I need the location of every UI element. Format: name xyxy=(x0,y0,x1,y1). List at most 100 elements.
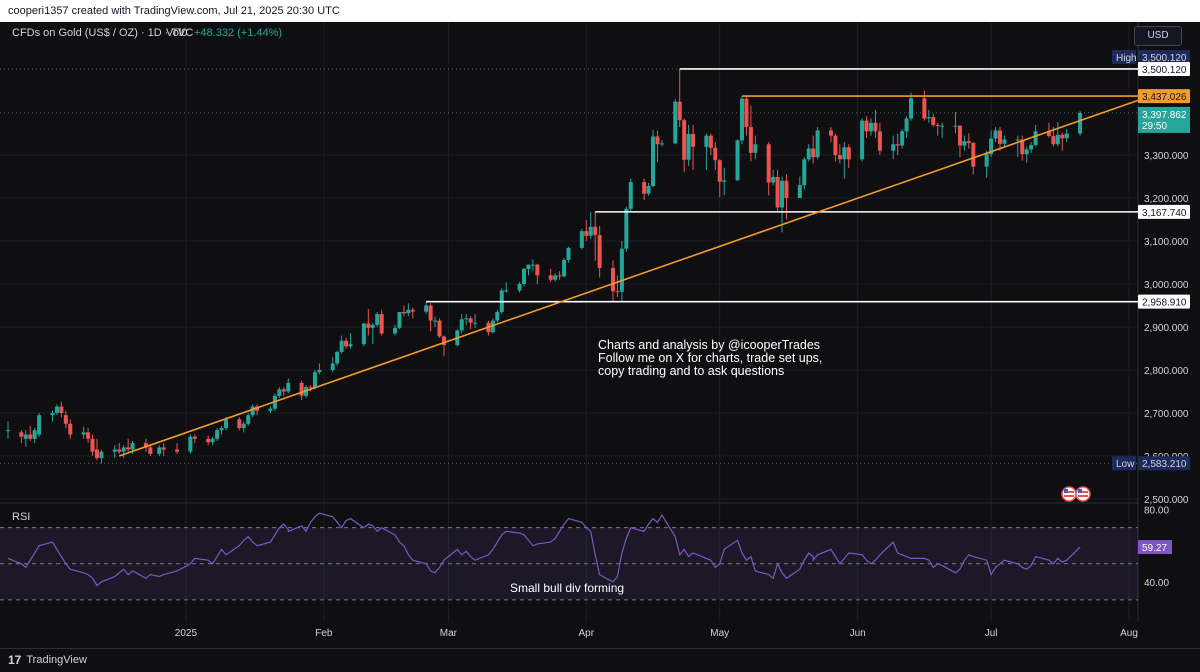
price-tick-label: 3,300.000 xyxy=(1144,151,1189,162)
analysis-annotation: Charts and analysis by @icooperTrades Fo… xyxy=(598,338,822,378)
candle-body xyxy=(281,389,286,392)
price-tick-label: 3,200.000 xyxy=(1144,194,1189,205)
low-label-bg xyxy=(1112,456,1136,471)
price-tick-label: 2,800.000 xyxy=(1144,366,1189,377)
candle-body xyxy=(610,268,615,292)
candle-body xyxy=(553,275,558,280)
candle-body xyxy=(437,320,442,337)
candle-body xyxy=(686,133,691,160)
candle-body xyxy=(268,408,273,411)
chart-background xyxy=(0,22,1200,648)
candle-body xyxy=(379,314,384,334)
candle-body xyxy=(588,226,593,236)
candle-body xyxy=(989,138,994,155)
us-flag-icon[interactable] xyxy=(1075,486,1091,502)
rsi-label: RSI xyxy=(12,511,30,523)
candle-body xyxy=(1024,149,1029,155)
candle-body xyxy=(473,322,478,324)
rsi-current-label: 59.27 xyxy=(1142,543,1167,554)
candle-body xyxy=(148,447,153,454)
rsi-tick-label: 40.00 xyxy=(1144,578,1169,589)
candle-body xyxy=(593,226,598,235)
candle-body xyxy=(366,323,371,328)
candle-body xyxy=(370,324,375,328)
candle-body xyxy=(691,133,696,147)
candle-body xyxy=(548,275,553,280)
low-value-label-bg xyxy=(1138,456,1190,471)
candle-body xyxy=(308,387,313,389)
candle-body xyxy=(597,234,602,269)
candle-body xyxy=(344,340,349,347)
candle-body xyxy=(860,120,865,160)
candle-body xyxy=(50,413,55,416)
ascending-trendline[interactable] xyxy=(118,99,1139,457)
candle-body xyxy=(651,136,656,186)
candle-body xyxy=(1002,139,1007,144)
candle-body xyxy=(619,248,624,292)
candle-body xyxy=(708,135,713,148)
candle-body xyxy=(206,438,211,443)
tradingview-brand[interactable]: 17 TradingView xyxy=(8,649,87,671)
candle-body xyxy=(59,406,64,413)
level-price-label-bg xyxy=(1138,294,1190,309)
price-tick-label: 2,700.000 xyxy=(1144,409,1189,420)
candle-body xyxy=(780,180,785,208)
price-tick-label: 2,500.000 xyxy=(1144,495,1189,506)
price-tick-label: 2,900.000 xyxy=(1144,323,1189,334)
candle-body xyxy=(335,351,340,364)
low-label: Low xyxy=(1116,459,1135,470)
level-price-label-bg xyxy=(1138,89,1190,104)
level-price-label: 3,437.026 xyxy=(1142,92,1187,103)
candle-body xyxy=(23,434,28,439)
candle-body xyxy=(864,120,869,132)
candle-body xyxy=(868,122,873,132)
candle-body xyxy=(566,247,571,260)
candle-body xyxy=(459,319,464,331)
candle-body xyxy=(535,264,540,276)
currency-button[interactable]: USD xyxy=(1134,26,1182,46)
candle-body xyxy=(94,449,99,459)
candle-body xyxy=(828,130,833,136)
brand-label: TradingView xyxy=(26,654,87,666)
us-flag-icon[interactable] xyxy=(1061,486,1077,502)
candle-body xyxy=(1078,112,1083,134)
annotation-line-2: Follow me on X for charts, trade set ups… xyxy=(598,351,822,365)
last-price-label: 3,397.862 xyxy=(1142,110,1187,121)
candle-body xyxy=(161,447,166,450)
candle-body xyxy=(931,117,936,125)
time-tick-label: 2025 xyxy=(175,628,198,639)
candle-body xyxy=(250,406,255,416)
level-price-label-bg xyxy=(1138,204,1190,219)
high-label: High xyxy=(1116,53,1137,64)
candle-body xyxy=(784,180,789,198)
candle-body xyxy=(771,176,776,183)
candle-body xyxy=(739,98,744,141)
candle-body xyxy=(873,122,878,132)
price-tick-label: 3,100.000 xyxy=(1144,237,1189,248)
chart-area[interactable]: 2,500.0002,600.0002,700.0002,800.0002,90… xyxy=(0,22,1200,648)
candle-body xyxy=(410,309,415,312)
candle-body xyxy=(277,389,282,396)
candle-body xyxy=(557,275,562,277)
high-value-label-bg xyxy=(1138,49,1190,64)
candlestick-series xyxy=(5,69,1083,464)
horizontal-levels[interactable] xyxy=(426,68,1138,303)
last-price-bg xyxy=(1138,106,1190,133)
time-tick-label: Jul xyxy=(985,628,998,639)
candle-body xyxy=(1033,131,1038,146)
candle-body xyxy=(424,305,429,312)
candle-body xyxy=(802,159,807,186)
candle-body xyxy=(1051,136,1056,145)
candle-body xyxy=(677,101,682,121)
candle-body xyxy=(223,419,228,429)
candle-body xyxy=(584,231,589,236)
candle-body xyxy=(330,363,335,370)
countdown-label: 29:50 xyxy=(1142,121,1167,132)
time-tick-label: Jun xyxy=(850,628,866,639)
candle-body xyxy=(811,148,816,158)
candle-body xyxy=(241,423,246,429)
candle-body xyxy=(722,180,727,182)
candle-body xyxy=(1064,133,1069,139)
candle-body xyxy=(655,136,660,145)
